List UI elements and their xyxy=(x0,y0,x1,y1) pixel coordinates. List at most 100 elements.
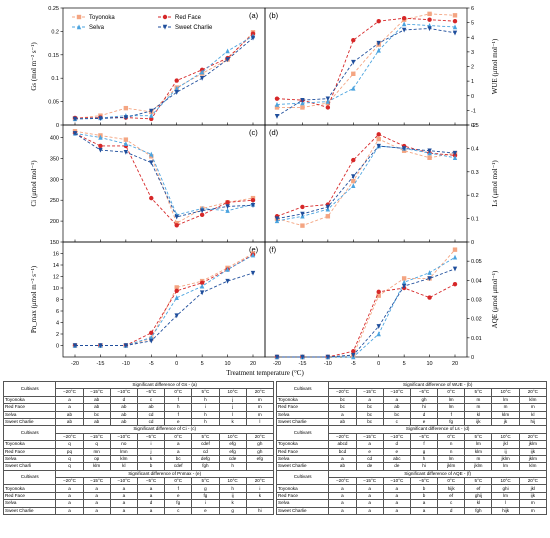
data-point xyxy=(351,85,356,91)
significance-letter: klm xyxy=(491,410,520,419)
data-point xyxy=(351,157,356,163)
data-point xyxy=(376,331,381,337)
data-point xyxy=(325,214,331,219)
significance-letter: g xyxy=(409,447,439,456)
plot-frame xyxy=(264,124,468,243)
significance-letter: klm xyxy=(518,462,548,471)
significance-letter: jkl xyxy=(491,440,520,449)
y-tick-label: 0 xyxy=(471,240,474,246)
data-point xyxy=(225,267,230,272)
significance-letter: a xyxy=(355,395,384,405)
significance-letter: de xyxy=(382,462,411,471)
significance-letter: c xyxy=(136,395,166,405)
table-row: Selva a cd abc h lm m jklm jklm xyxy=(275,454,548,464)
data-point xyxy=(123,149,129,155)
data-point xyxy=(401,276,407,281)
significance-letter: a xyxy=(409,499,439,508)
significance-letter: hij xyxy=(518,417,548,427)
significance-letter: cdef xyxy=(164,462,193,471)
temperature-header: −10°C xyxy=(109,432,138,442)
significance-letter: m xyxy=(245,395,275,405)
temperature-header: 5°C xyxy=(464,388,493,397)
significance-letter: ab xyxy=(82,417,111,427)
data-point xyxy=(199,280,205,286)
significance-letter: a xyxy=(164,447,193,456)
temperature-header: 10°C xyxy=(491,388,520,397)
table-title: Significant difference of WUE - (b) xyxy=(328,380,547,390)
data-point xyxy=(351,349,356,354)
significance-letter: lm xyxy=(437,454,466,464)
plot-frame xyxy=(62,241,266,358)
series-line-selva xyxy=(277,256,456,358)
plot-frame xyxy=(264,241,468,358)
series-line-red-face xyxy=(276,17,456,108)
significance-letter: i xyxy=(191,499,220,508)
significance-letter: a xyxy=(355,440,384,449)
significance-letter: j xyxy=(218,395,247,405)
significance-letter: efg xyxy=(245,454,275,464)
data-point xyxy=(274,96,280,101)
significance-letter: a xyxy=(355,499,384,508)
table-title: Significant difference of Ls - (d) xyxy=(328,425,547,434)
significance-letter: h xyxy=(409,454,439,464)
significance-letter: gh xyxy=(409,395,439,405)
panel-label: (b) xyxy=(269,11,279,20)
significance-letter: e xyxy=(409,417,439,427)
significance-letter: m xyxy=(518,499,548,508)
significance-letter: a xyxy=(409,506,439,516)
y-tick-label: 0.04 xyxy=(471,278,482,284)
significance-letter: ab xyxy=(109,417,138,427)
significance-letter: op xyxy=(82,454,111,464)
legend-label: Sweet Charlie xyxy=(175,25,213,31)
data-point xyxy=(325,99,331,104)
data-point xyxy=(174,85,179,91)
data-point xyxy=(427,11,432,17)
cultivar-name: Toyonoka xyxy=(275,395,330,405)
temperature-header: −5°C xyxy=(409,477,439,486)
significance-letter: a xyxy=(109,506,138,516)
significance-letter: ef xyxy=(464,484,493,493)
significance-letter: kl xyxy=(464,410,493,419)
significance-letter: bc xyxy=(355,417,384,427)
significance-letter: a xyxy=(109,491,138,501)
temperature-header: −10°C xyxy=(382,388,411,397)
significance-letter: mn xyxy=(82,447,111,456)
significance-letter: k xyxy=(136,454,166,464)
significance-letter: a xyxy=(164,440,193,449)
significance-letter: cd xyxy=(191,447,220,456)
significance-letter: d xyxy=(109,395,138,405)
data-point xyxy=(149,334,154,340)
significance-letter: a xyxy=(55,499,84,508)
temperature-header: 0°C xyxy=(437,432,466,442)
temperature-header: −20°C xyxy=(328,388,357,397)
cultivars-header: Cultivars xyxy=(2,469,57,486)
data-point xyxy=(274,105,280,110)
data-point xyxy=(199,212,205,218)
data-point xyxy=(250,203,256,208)
significance-letter: ab xyxy=(382,403,411,412)
temperature-header: −15°C xyxy=(82,477,111,486)
data-point xyxy=(325,204,331,210)
data-point xyxy=(174,313,179,319)
y-tick-label: 0.1 xyxy=(471,217,479,223)
significance-letter: h xyxy=(191,417,220,427)
y-tick-label: 0.3 xyxy=(471,170,479,176)
table-title: Significant difference of Ci - (c) xyxy=(55,425,274,434)
significance-letter: hi xyxy=(409,462,439,471)
significance-letter: k xyxy=(218,417,247,427)
legend-label: Red Face xyxy=(175,15,202,21)
significance-letter: d xyxy=(136,499,166,508)
data-point xyxy=(351,37,356,43)
temperature-header: −15°C xyxy=(82,388,111,397)
y-tick-label: 5 xyxy=(471,21,474,27)
significance-letter: l xyxy=(491,499,520,508)
table-row: Sweet Charlie ab de de hi jklm jklm lm klm xyxy=(275,462,548,471)
x-tick-label: 0 xyxy=(377,361,380,367)
significance-letter: jkl xyxy=(518,484,548,493)
panel-label: (e) xyxy=(249,245,259,254)
significance-letter: a xyxy=(82,499,111,508)
x-tick-label: 5 xyxy=(403,361,406,367)
data-point xyxy=(452,155,458,160)
significance-letter: bcd xyxy=(328,447,357,456)
series-line-red-face xyxy=(277,283,456,358)
